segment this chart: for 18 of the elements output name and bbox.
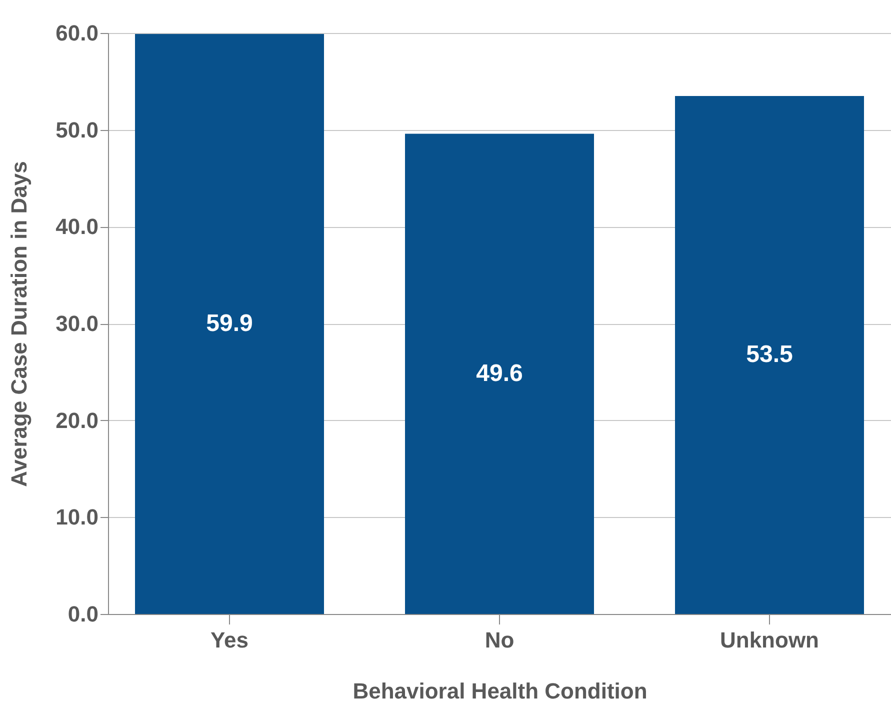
y-axis-title: Average Case Duration in Days — [6, 161, 32, 487]
y-tick-label: 60.0 — [56, 20, 98, 46]
data-label: 53.5 — [746, 340, 793, 368]
x-tick-label: No — [484, 628, 514, 652]
bar — [135, 34, 324, 614]
x-tick-label: Unknown — [720, 628, 819, 652]
data-label: 59.9 — [206, 310, 253, 337]
y-tick-label: 10.0 — [56, 504, 98, 530]
y-tick-label: 20.0 — [56, 408, 98, 433]
data-label: 49.6 — [476, 360, 523, 387]
bar — [675, 96, 864, 614]
y-tick-label: 40.0 — [56, 214, 98, 240]
bar — [405, 134, 594, 614]
x-tick-label: Yes — [210, 628, 248, 652]
y-tick-label: 0.0 — [68, 602, 98, 626]
y-tick-label: 50.0 — [56, 117, 98, 142]
x-axis-title: Behavioral Health Condition — [352, 678, 648, 704]
y-tick-label: 30.0 — [56, 311, 98, 336]
